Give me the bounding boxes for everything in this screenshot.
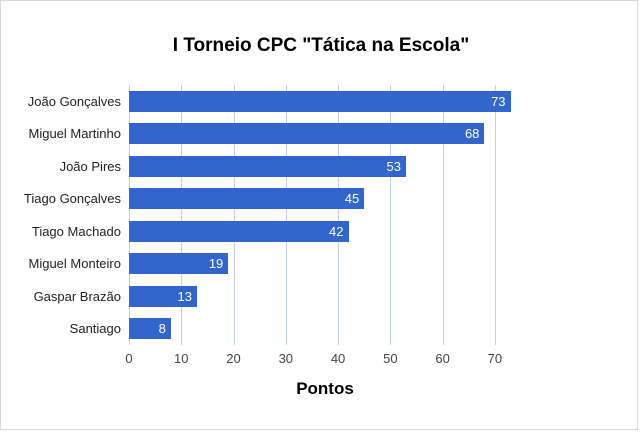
bar: 45 [129,188,365,210]
gridline [494,85,496,345]
bar-value-label: 13 [177,288,192,304]
gridline [181,85,183,345]
bar-value-label: 68 [464,126,480,142]
bar-row: 53 [129,150,521,183]
bar-row: 45 [129,183,521,216]
x-tick-label: 30 [278,351,294,366]
bar-row: 68 [129,118,521,151]
x-tick-label: 40 [330,351,346,366]
gridline [129,85,130,345]
category-label: Tiago Gonçalves [23,191,121,207]
category-label: Gaspar Brazão [33,288,121,304]
bar-row: 42 [129,215,521,248]
x-tick-label: 0 [125,351,133,366]
category-label: Tiago Machado [31,223,121,239]
bar-series: 73 68 53 45 42 19 13 8 [129,85,521,345]
bar-value-label: 53 [386,158,401,174]
bar: 13 [129,285,197,307]
bar-value-label: 73 [491,93,506,109]
bar: 19 [129,253,229,275]
x-axis-ticks: 0 10 20 30 40 50 60 70 [125,351,521,367]
category-label: Miguel Monteiro [28,256,122,272]
bar-row: 13 [129,280,521,313]
plot-area: 73 68 53 45 42 19 13 8 [129,85,521,345]
category-axis: João Gonçalves Miguel Martinho João Pires T… [1,85,121,345]
gridline [233,85,235,345]
x-tick-label: 20 [226,351,241,366]
bar-row: 8 [129,313,521,346]
bar: 73 [129,90,511,112]
bar: 42 [129,220,349,242]
x-tick-label: 10 [174,351,189,366]
gridline [285,85,287,345]
gridline [390,85,392,345]
category-label: Santiago [69,321,121,337]
x-tick-label: 70 [487,351,503,366]
category-label: João Gonçalves [27,93,121,109]
x-tick-label: 60 [435,351,450,366]
bar-row: 73 [129,85,521,118]
bar-value-label: 8 [158,321,166,337]
bar: 53 [129,155,406,177]
category-label: João Pires [59,158,121,174]
x-axis-title: Pontos [296,379,354,398]
bar-value-label: 45 [344,191,360,207]
bar: 8 [129,318,171,340]
bar: 68 [129,123,485,145]
chart-title: I Torneio CPC "Tática na Escola" [172,35,470,56]
gridline [442,85,444,345]
bar-row: 19 [129,248,521,281]
gridline [338,85,340,345]
bar-value-label: 42 [329,223,344,239]
category-label: Miguel Martinho [28,126,122,142]
x-tick-label: 50 [383,351,398,366]
bar-value-label: 19 [208,256,224,272]
